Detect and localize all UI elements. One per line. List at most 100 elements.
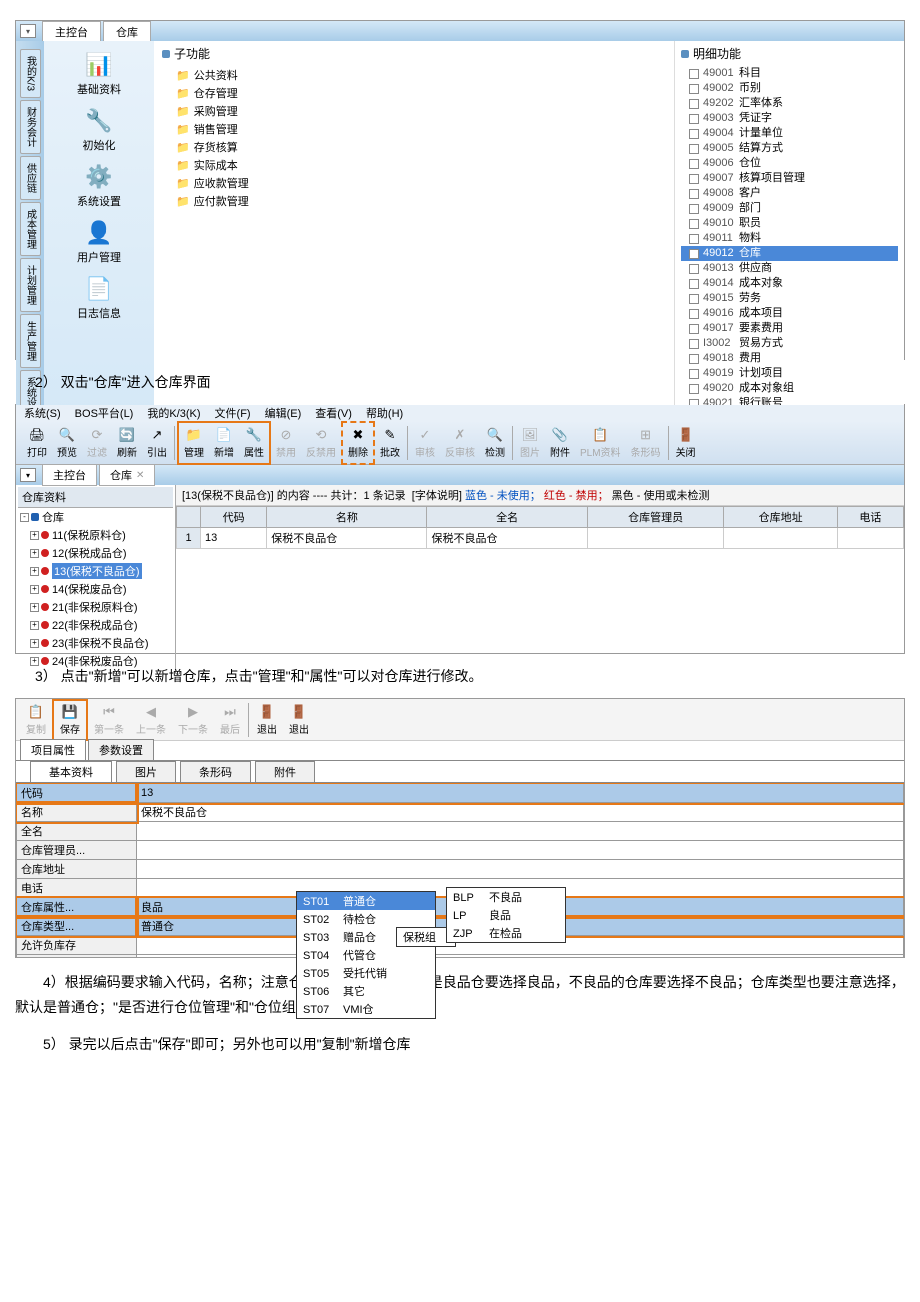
detail-item[interactable]: 49008客户	[681, 186, 898, 201]
toolbar-退出[interactable]: 🚪退出	[283, 701, 315, 739]
detail-item[interactable]: 49002币别	[681, 81, 898, 96]
toolbar-属性[interactable]: 🔧属性	[239, 423, 269, 463]
detail-item[interactable]: 49006仓位	[681, 156, 898, 171]
form-value[interactable]: 保税不良品仓	[137, 803, 904, 822]
tab-dropdown[interactable]: ▾	[20, 24, 36, 38]
form-value[interactable]	[137, 860, 904, 879]
detail-item[interactable]: 49010职员	[681, 216, 898, 231]
tab-warehouse[interactable]: 仓库	[103, 21, 151, 42]
vtab[interactable]: 成本管理	[20, 202, 41, 256]
detail-item[interactable]: 49001科目	[681, 66, 898, 81]
tree-item[interactable]: +12(保税成品仓)	[18, 544, 173, 562]
tab-warehouse-2[interactable]: 仓库✕	[99, 464, 155, 486]
folder-item[interactable]: 📁公共资料	[162, 66, 666, 84]
nav-item[interactable]: 👤用户管理	[77, 217, 121, 265]
nav-item[interactable]: 🔧初始化	[83, 105, 116, 153]
menu-item[interactable]: 文件(F)	[215, 405, 251, 421]
tree-item[interactable]: +11(保税原料仓)	[18, 526, 173, 544]
toolbar-预览[interactable]: 🔍预览	[52, 423, 82, 463]
column-header[interactable]: 仓库管理员	[587, 507, 724, 528]
detail-item[interactable]: 49019计划项目	[681, 366, 898, 381]
folder-item[interactable]: 📁应收款管理	[162, 174, 666, 192]
menu-item[interactable]: 查看(V)	[315, 405, 352, 421]
warehouse-type-dropdown[interactable]: ST01普通仓ST02待检仓ST03赠品仓ST04代管仓ST05受托代销ST06…	[296, 891, 436, 1019]
tab-param-settings[interactable]: 参数设置	[88, 739, 154, 760]
menu-item[interactable]: BOS平台(L)	[75, 405, 134, 421]
detail-item[interactable]: 49014成本对象	[681, 276, 898, 291]
detail-item[interactable]: I3002贸易方式	[681, 336, 898, 351]
close-icon[interactable]: ✕	[136, 470, 144, 481]
toolbar-批改[interactable]: ✎批改	[375, 423, 405, 463]
menu-item[interactable]: 系统(S)	[24, 405, 61, 421]
detail-item[interactable]: 49017要素费用	[681, 321, 898, 336]
dropdown-option[interactable]: ST05受托代销	[297, 964, 435, 982]
folder-item[interactable]: 📁应付款管理	[162, 192, 666, 210]
tab-dropdown-2[interactable]: ▾	[20, 468, 36, 482]
tab-main-2[interactable]: 主控台	[42, 464, 97, 486]
detail-item[interactable]: 49013供应商	[681, 261, 898, 276]
tab-item-props[interactable]: 项目属性	[20, 739, 86, 760]
tree-item[interactable]: +14(保税废品仓)	[18, 580, 173, 598]
menu-item[interactable]: 帮助(H)	[366, 405, 403, 421]
toolbar-管理[interactable]: 📁管理	[179, 423, 209, 463]
nav-item[interactable]: 📊基础资料	[77, 49, 121, 97]
menu-item[interactable]: 我的K/3(K)	[147, 405, 200, 421]
form-value[interactable]: 13	[137, 784, 904, 803]
detail-item[interactable]: 49007核算项目管理	[681, 171, 898, 186]
tree-item[interactable]: +21(非保税原料仓)	[18, 598, 173, 616]
column-header[interactable]: 仓库地址	[724, 507, 837, 528]
tab-main[interactable]: 主控台	[42, 21, 101, 42]
toolbar-刷新[interactable]: 🔄刷新	[112, 423, 142, 463]
form-value[interactable]	[137, 841, 904, 860]
warehouse-attr-dropdown[interactable]: BLP不良品LP良品ZJP在检品	[446, 887, 566, 943]
dropdown-option[interactable]: BLP不良品	[447, 888, 565, 906]
vtab[interactable]: 我的K/3	[20, 49, 41, 98]
vtab[interactable]: 供应链	[20, 156, 41, 200]
detail-item[interactable]: 49018费用	[681, 351, 898, 366]
column-header[interactable]: 代码	[201, 507, 267, 528]
folder-item[interactable]: 📁实际成本	[162, 156, 666, 174]
detail-item[interactable]: 49016成本项目	[681, 306, 898, 321]
toolbar-检测[interactable]: 🔍检测	[480, 423, 510, 463]
nav-item[interactable]: 📄日志信息	[77, 273, 121, 321]
nav-item[interactable]: ⚙️系统设置	[77, 161, 121, 209]
tab-attachment[interactable]: 附件	[255, 761, 315, 782]
toolbar-退出[interactable]: 🚪退出	[251, 701, 283, 739]
vtab[interactable]: 计划管理	[20, 258, 41, 312]
dropdown-option[interactable]: ST04代管仓	[297, 946, 435, 964]
tab-basic-info[interactable]: 基本资料	[30, 761, 112, 782]
toolbar-附件[interactable]: 📎附件	[545, 423, 575, 463]
toolbar-保存[interactable]: 💾保存	[54, 701, 86, 739]
tab-image[interactable]: 图片	[116, 761, 176, 782]
column-header[interactable]: 名称	[267, 507, 427, 528]
detail-item[interactable]: 49004计量单位	[681, 126, 898, 141]
tab-barcode[interactable]: 条形码	[180, 761, 251, 782]
dropdown-option[interactable]: ZJP在检品	[447, 924, 565, 942]
tree-item[interactable]: -仓库	[18, 508, 173, 526]
vtab[interactable]: 生产管理	[20, 314, 41, 368]
toolbar-打印[interactable]: 🖨打印	[22, 423, 52, 463]
folder-item[interactable]: 📁采购管理	[162, 102, 666, 120]
dropdown-option[interactable]: ST01普通仓	[297, 892, 435, 910]
dropdown-option[interactable]: ST06其它	[297, 982, 435, 1000]
form-value[interactable]	[137, 955, 904, 958]
tree-item[interactable]: +22(非保税成品仓)	[18, 616, 173, 634]
column-header[interactable]: 全名	[427, 507, 587, 528]
folder-item[interactable]: 📁存货核算	[162, 138, 666, 156]
detail-item[interactable]: 49009部门	[681, 201, 898, 216]
column-header[interactable]: 电话	[837, 507, 903, 528]
detail-item[interactable]: 49005结算方式	[681, 141, 898, 156]
tree-item[interactable]: +13(保税不良品仓)	[18, 562, 173, 580]
table-row[interactable]: 1 13 保税不良品仓 保税不良品仓	[177, 528, 904, 549]
toolbar-关闭[interactable]: 🚪关闭	[671, 423, 701, 463]
toolbar-新增[interactable]: 📄新增	[209, 423, 239, 463]
detail-item[interactable]: 49011物料	[681, 231, 898, 246]
menu-item[interactable]: 编辑(E)	[265, 405, 302, 421]
detail-item[interactable]: 49202汇率体系	[681, 96, 898, 111]
detail-item[interactable]: 49003凭证字	[681, 111, 898, 126]
folder-item[interactable]: 📁仓存管理	[162, 84, 666, 102]
dropdown-option[interactable]: ST02待检仓	[297, 910, 435, 928]
detail-item[interactable]: 49015劳务	[681, 291, 898, 306]
form-value[interactable]	[137, 822, 904, 841]
toolbar-删除[interactable]: ✖删除	[343, 423, 373, 463]
